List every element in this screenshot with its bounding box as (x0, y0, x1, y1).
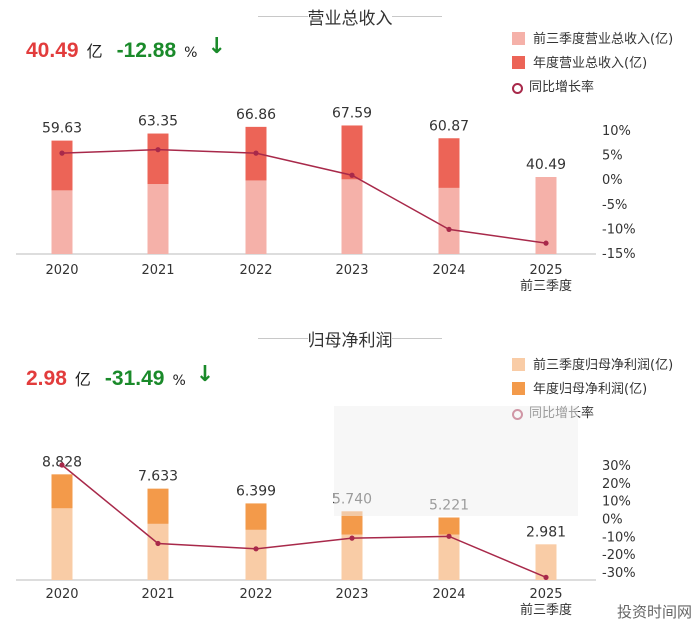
bar-value-label: 67.59 (332, 105, 372, 121)
revenue-headline-unit: 亿 (86, 42, 103, 61)
y2-tick-label: -10% (602, 222, 636, 237)
title-rule-right (392, 16, 442, 17)
legend-swatch (512, 32, 525, 45)
revenue-headline-change: -12.88 (116, 39, 177, 62)
bar-value-label: 59.63 (42, 121, 82, 137)
x-tick-label: 2023 (335, 587, 368, 602)
revenue-panel: 营业总收入 40.49 亿 -12.88% ↓ 前三季度营业总收入(亿) 年度营业总收… (0, 0, 700, 300)
y2-tick-label: -30% (602, 566, 636, 581)
net-profit-headline-unit: 亿 (74, 370, 91, 389)
y2-tick-label: -20% (602, 548, 636, 563)
x-tick-label: 2025 (529, 263, 562, 278)
q3-bar (535, 177, 557, 254)
yoy-growth-point (59, 150, 65, 156)
x-tick-label: 2020 (45, 263, 78, 278)
bar-value-label: 2.981 (526, 524, 566, 540)
revenue-legend: 前三季度营业总收入(亿) 年度营业总收入(亿) 同比增长率 (512, 30, 673, 102)
net-profit-headline-change-unit: % (172, 373, 186, 389)
q3-bar (51, 508, 73, 580)
x-tick-label: 2024 (432, 263, 465, 278)
x-tick-label: 2021 (141, 587, 174, 602)
yoy-growth-point (155, 540, 161, 547)
revenue-chart-title: 营业总收入 (307, 9, 393, 29)
y2-tick-label: -15% (602, 247, 636, 262)
revenue-headline-change-unit: % (184, 45, 198, 61)
x-tick-label: 2022 (239, 587, 272, 602)
x-tick-label: 2025 (529, 587, 562, 602)
tooltip-overlay (334, 406, 578, 516)
y2-tick-label: 5% (602, 149, 623, 164)
q3-bar (438, 534, 460, 580)
net-profit-headline-change: -31.49 (104, 367, 165, 390)
legend-item-yoy-growth[interactable]: 同比增长率 (512, 78, 673, 102)
legend-circle-icon (512, 83, 523, 94)
title-rule-right (392, 338, 442, 339)
title-rule-left (258, 16, 308, 17)
yoy-growth-point (155, 147, 161, 153)
net-profit-headline-value: 2.98 (26, 367, 67, 390)
legend-item-q3-net-profit[interactable]: 前三季度归母净利润(亿) (512, 356, 673, 380)
y2-tick-label: 0% (602, 173, 623, 188)
legend-item-annual-net-profit[interactable]: 年度归母净利润(亿) (512, 380, 673, 404)
yoy-growth-point (349, 535, 355, 541)
bar-value-label: 40.49 (526, 157, 566, 173)
y2-tick-label: 30% (602, 459, 631, 474)
bar-value-label: 63.35 (138, 114, 178, 130)
revenue-headline-value: 40.49 (26, 39, 79, 62)
down-arrow-icon: ↓ (207, 34, 226, 59)
bar-value-label: 8.828 (42, 454, 82, 470)
legend-item-q3-revenue[interactable]: 前三季度营业总收入(亿) (512, 30, 673, 54)
net-profit-chart-title: 归母净利润 (307, 331, 393, 351)
watermark-logo: 投资时间网 (616, 603, 692, 621)
yoy-growth-point (253, 150, 259, 156)
legend-swatch (512, 382, 525, 395)
x-tick-sublabel: 前三季度 (520, 602, 572, 618)
revenue-headline: 40.49 亿 -12.88% ↓ (26, 34, 226, 63)
q3-bar (147, 184, 169, 254)
net-profit-headline: 2.98 亿 -31.49% ↓ (26, 362, 214, 391)
bar-value-label: 60.87 (429, 118, 469, 134)
q3-bar (51, 190, 73, 254)
q3-bar (245, 529, 267, 580)
x-tick-label: 2024 (432, 587, 465, 602)
q3-bar (341, 179, 363, 254)
y2-tick-label: 10% (602, 495, 631, 510)
down-arrow-icon: ↓ (195, 362, 215, 387)
y2-tick-label: 20% (602, 477, 631, 492)
yoy-growth-line (61, 148, 547, 244)
x-tick-label: 2021 (141, 263, 174, 278)
x-tick-label: 2023 (335, 263, 368, 278)
yoy-growth-point (59, 462, 65, 468)
q3-bar (535, 544, 557, 580)
yoy-growth-point (253, 546, 259, 552)
legend-item-annual-revenue[interactable]: 年度营业总收入(亿) (512, 54, 673, 78)
legend-swatch (512, 56, 525, 69)
legend-swatch (512, 358, 525, 371)
bar-value-label: 66.86 (236, 107, 276, 123)
bar-value-label: 7.633 (138, 469, 178, 485)
x-tick-label: 2022 (239, 263, 272, 278)
bar-value-label: 6.399 (236, 483, 276, 499)
y2-tick-label: 10% (602, 124, 631, 139)
q3-bar (341, 534, 363, 580)
y2-tick-label: 0% (602, 513, 623, 528)
x-tick-sublabel: 前三季度 (520, 278, 572, 294)
y2-tick-label: -10% (602, 530, 636, 545)
yoy-growth-point (349, 172, 355, 178)
q3-bar (438, 187, 460, 254)
yoy-growth-line (61, 464, 547, 579)
yoy-growth-point (543, 574, 549, 580)
q3-bar (245, 180, 267, 254)
yoy-growth-point (543, 240, 549, 246)
revenue-chart-svg: 59.63 2020 63.35 2021 66.86 2022 67.59 2023 60.8… (16, 105, 636, 294)
y2-tick-label: -5% (602, 198, 627, 213)
x-tick-label: 2020 (45, 587, 78, 602)
q3-bar (147, 523, 169, 580)
yoy-growth-point (446, 533, 452, 539)
title-rule-left (258, 338, 308, 339)
yoy-growth-point (446, 226, 452, 232)
